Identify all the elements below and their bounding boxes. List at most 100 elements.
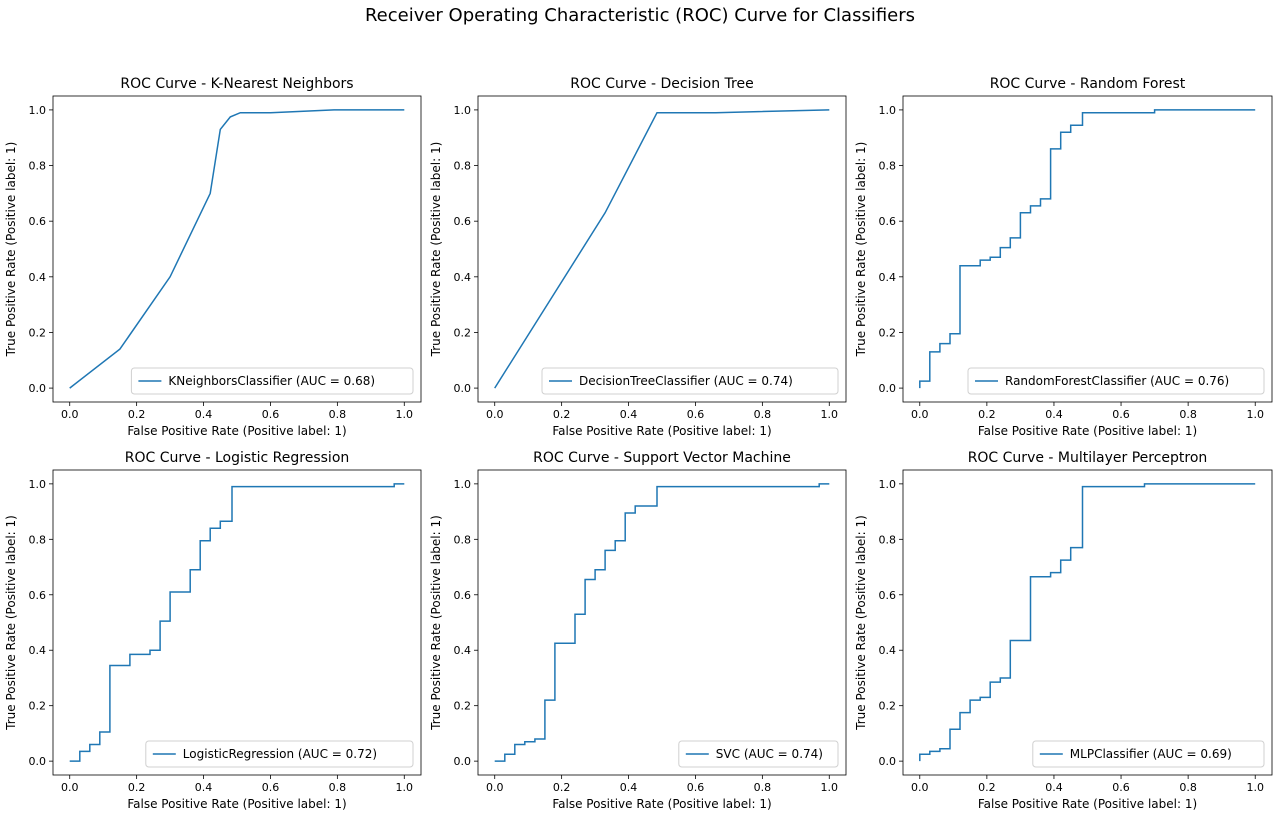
y-tick-label: 0.6 <box>454 215 472 228</box>
subplot-title: ROC Curve - K-Nearest Neighbors <box>120 76 353 92</box>
plot-frame <box>477 469 847 776</box>
y-tick-label: 0.4 <box>29 271 47 284</box>
legend-box <box>541 367 839 395</box>
x-tick-label: 0.2 <box>553 408 571 421</box>
y-axis-label: True Positive Rate (Positive label: 1) <box>429 142 443 358</box>
subplot-title: ROC Curve - Decision Tree <box>570 76 753 92</box>
y-tick-label: 0.8 <box>29 160 47 173</box>
x-tick-label: 0.0 <box>911 781 929 794</box>
y-tick-label: 0.8 <box>879 533 897 546</box>
y-tick-label: 0.8 <box>879 160 897 173</box>
y-axis-label: True Positive Rate (Positive label: 1) <box>4 142 18 358</box>
roc-curve-line <box>919 109 1256 389</box>
x-tick-label: 0.4 <box>195 408 213 421</box>
legend-label: SVC (AUC = 0.74) <box>716 747 823 761</box>
legend-label: KNeighborsClassifier (AUC = 0.68) <box>168 374 375 388</box>
y-tick-label: 0.6 <box>29 589 47 602</box>
legend-box <box>1032 740 1265 768</box>
x-tick-label: 0.2 <box>128 781 146 794</box>
plot-frame <box>52 95 422 403</box>
y-tick-label: 1.0 <box>879 478 897 491</box>
x-tick-label: 0.6 <box>1112 408 1130 421</box>
y-axis-label: True Positive Rate (Positive label: 1) <box>854 515 868 731</box>
x-tick-label: 0.6 <box>262 408 280 421</box>
y-tick-label: 0.0 <box>29 382 47 395</box>
legend-box <box>145 740 414 768</box>
subplot-3: ROC Curve - Random Forest 0.0 0.2 0.4 0.6 0.8… <box>854 76 1273 438</box>
plot-frame <box>52 469 422 776</box>
x-axis-label: False Positive Rate (Positive label: 1) <box>552 797 771 811</box>
x-axis-label: False Positive Rate (Positive label: 1) <box>552 424 771 438</box>
legend-box <box>130 367 414 395</box>
y-tick-label: 0.4 <box>879 271 897 284</box>
x-tick-label: 1.0 <box>1246 408 1264 421</box>
roc-curve-line <box>69 109 405 389</box>
x-tick-label: 1.0 <box>821 408 839 421</box>
x-tick-label: 0.0 <box>61 781 79 794</box>
x-tick-label: 1.0 <box>396 781 414 794</box>
legend-box <box>967 367 1265 395</box>
y-tick-label: 0.2 <box>454 700 472 713</box>
y-tick-label: 0.4 <box>454 271 472 284</box>
x-tick-label: 0.0 <box>486 408 504 421</box>
y-tick-label: 0.6 <box>879 215 897 228</box>
x-tick-label: 0.4 <box>195 781 213 794</box>
x-tick-label: 0.0 <box>486 781 504 794</box>
roc-curve-line <box>69 483 405 762</box>
x-axis-label: False Positive Rate (Positive label: 1) <box>127 424 346 438</box>
legend-label: LogisticRegression (AUC = 0.72) <box>183 747 377 761</box>
x-tick-label: 0.8 <box>1179 408 1197 421</box>
y-tick-label: 0.4 <box>454 644 472 657</box>
x-tick-label: 1.0 <box>396 408 414 421</box>
y-tick-label: 1.0 <box>454 478 472 491</box>
x-tick-label: 0.8 <box>754 781 772 794</box>
x-tick-label: 0.0 <box>61 408 79 421</box>
y-tick-label: 1.0 <box>454 104 472 117</box>
subplot-title: ROC Curve - Support Vector Machine <box>533 450 791 466</box>
legend-label: DecisionTreeClassifier (AUC = 0.74) <box>579 374 793 388</box>
y-axis-label: True Positive Rate (Positive label: 1) <box>854 142 868 358</box>
y-tick-label: 0.6 <box>879 589 897 602</box>
x-tick-label: 0.6 <box>687 781 705 794</box>
x-tick-label: 0.8 <box>329 781 347 794</box>
y-tick-label: 0.2 <box>879 326 897 339</box>
plot-frame <box>902 95 1273 403</box>
x-tick-label: 0.4 <box>1045 408 1063 421</box>
x-tick-label: 0.8 <box>754 408 772 421</box>
figure-title: Receiver Operating Characteristic (ROC) … <box>364 5 916 26</box>
y-tick-label: 1.0 <box>29 104 47 117</box>
subplot-title: ROC Curve - Multilayer Perceptron <box>968 450 1208 466</box>
plot-frame <box>477 95 847 403</box>
subplot-title: ROC Curve - Random Forest <box>990 76 1186 92</box>
y-tick-label: 0.8 <box>454 533 472 546</box>
x-axis-label: False Positive Rate (Positive label: 1) <box>127 797 346 811</box>
y-tick-label: 0.6 <box>454 589 472 602</box>
y-tick-label: 1.0 <box>29 478 47 491</box>
legend-label: RandomForestClassifier (AUC = 0.76) <box>1005 374 1229 388</box>
x-axis-label: False Positive Rate (Positive label: 1) <box>978 797 1197 811</box>
subplot-title: ROC Curve - Logistic Regression <box>125 450 350 466</box>
x-tick-label: 0.2 <box>553 781 571 794</box>
y-tick-label: 0.2 <box>29 326 47 339</box>
legend-box <box>678 740 839 768</box>
x-tick-label: 0.4 <box>620 408 638 421</box>
subplot-1: ROC Curve - K-Nearest Neighbors 0.0 0.2 0.4… <box>4 76 422 438</box>
roc-curve-line <box>919 483 1256 762</box>
subplot-6: ROC Curve - Multilayer Perceptron 0.0 0.2 0… <box>854 450 1273 811</box>
x-tick-label: 1.0 <box>821 781 839 794</box>
x-tick-label: 0.8 <box>1179 781 1197 794</box>
x-tick-label: 0.2 <box>978 408 996 421</box>
x-axis-label: False Positive Rate (Positive label: 1) <box>978 424 1197 438</box>
y-tick-label: 0.0 <box>879 755 897 768</box>
y-tick-label: 0.8 <box>29 533 47 546</box>
x-tick-label: 0.2 <box>978 781 996 794</box>
y-tick-label: 0.2 <box>29 700 47 713</box>
y-tick-label: 0.6 <box>29 215 47 228</box>
y-tick-label: 0.4 <box>29 644 47 657</box>
y-tick-label: 0.2 <box>454 326 472 339</box>
roc-curve-line <box>494 109 830 389</box>
subplot-4: ROC Curve - Logistic Regression 0.0 0.2 0.4… <box>4 450 422 811</box>
x-tick-label: 1.0 <box>1246 781 1264 794</box>
plot-frame <box>902 469 1273 776</box>
